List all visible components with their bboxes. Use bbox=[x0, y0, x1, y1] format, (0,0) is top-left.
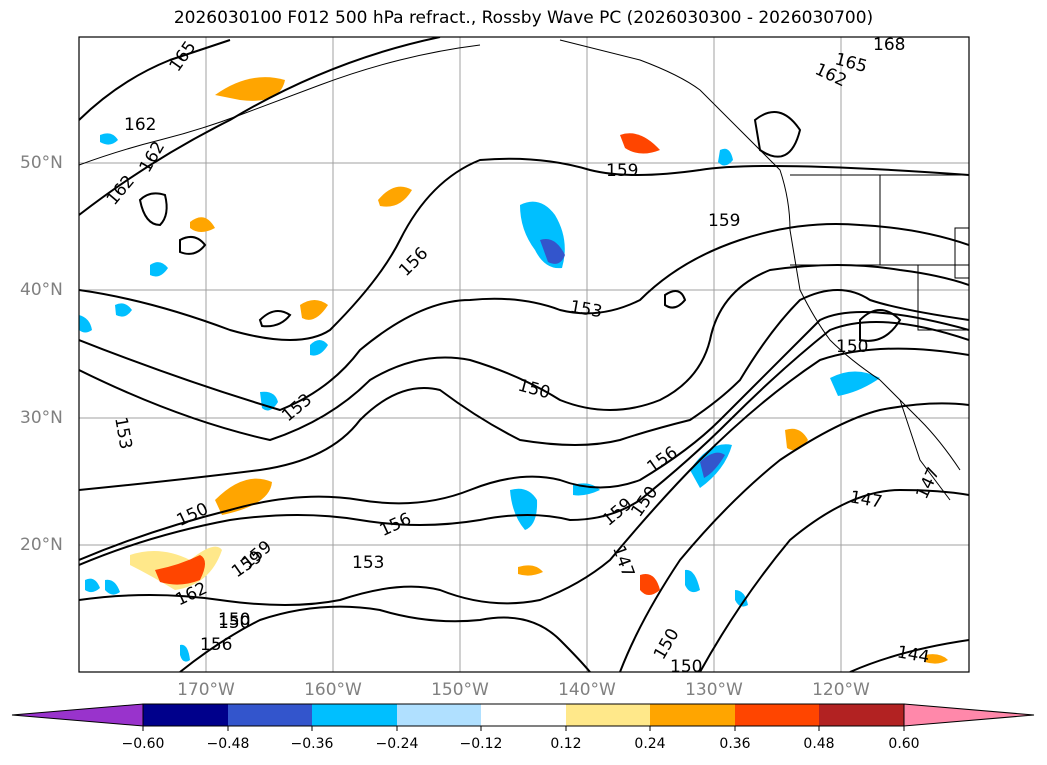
colorbar-tick-label: −0.48 bbox=[206, 736, 250, 752]
colorbar-ticks bbox=[142, 726, 905, 731]
contour-label: 153 bbox=[352, 553, 384, 573]
contour-label: 150 bbox=[627, 483, 662, 521]
colorbar-swatch bbox=[819, 704, 904, 726]
map-area bbox=[79, 37, 969, 672]
lat-label: 30°N bbox=[20, 408, 63, 428]
contour-label: 156 bbox=[200, 635, 232, 655]
contour-label: 156 bbox=[395, 244, 432, 281]
contour-label: 156 bbox=[643, 443, 681, 478]
colorbar-tick-label: 0.24 bbox=[634, 736, 666, 752]
contour-label: 153 bbox=[568, 297, 603, 322]
colorbar-extend-min bbox=[11, 703, 144, 727]
colorbar-swatch bbox=[735, 704, 819, 726]
colorbar-swatch bbox=[397, 704, 481, 726]
lon-label: 140°W bbox=[558, 680, 616, 700]
colorbar-tick-label: 0.12 bbox=[550, 736, 582, 752]
contour-label: 165 bbox=[166, 38, 201, 76]
colorbar-tick-label: −0.12 bbox=[459, 736, 503, 752]
contour-label: 159 bbox=[708, 211, 740, 231]
contour-label: 147 bbox=[848, 487, 883, 512]
lon-label: 120°W bbox=[812, 680, 870, 700]
colorbar-extend-max bbox=[903, 703, 1035, 727]
lon-label: 170°W bbox=[177, 680, 235, 700]
contour-label: 147 bbox=[608, 543, 638, 580]
anomaly-fills bbox=[79, 77, 948, 664]
contour-label: 153 bbox=[110, 415, 135, 450]
colorbar-swatch bbox=[481, 704, 566, 726]
lon-label: 150°W bbox=[431, 680, 489, 700]
colorbar-tick-label: −0.36 bbox=[290, 736, 334, 752]
colorbar-tick-label: 0.36 bbox=[719, 736, 751, 752]
map-title: 2026030100 F012 500 hPa refract., Rossby… bbox=[173, 8, 874, 28]
lat-label: 20°N bbox=[20, 535, 63, 555]
colorbar-swatch bbox=[228, 704, 312, 726]
contour-label: 162 bbox=[124, 115, 156, 135]
contour-label: 168 bbox=[873, 35, 905, 55]
colorbar-tick-label: 0.60 bbox=[888, 736, 920, 752]
contour-label: 147 bbox=[912, 464, 944, 502]
contour-label: 150 bbox=[836, 337, 868, 357]
contour-label: 150 bbox=[218, 613, 250, 633]
lat-label: 50°N bbox=[20, 153, 63, 173]
colorbar-tick-label: −0.60 bbox=[121, 736, 165, 752]
contour-label-group: 165 162 162 162 168 165 162 159 159 156 … bbox=[103, 35, 944, 677]
contour-label: 144 bbox=[896, 642, 931, 667]
contour-label: 156 bbox=[377, 509, 415, 541]
colorbar-swatch bbox=[312, 704, 397, 726]
contour-label: 159 bbox=[606, 161, 638, 181]
contour-label: 150 bbox=[218, 610, 250, 630]
lon-label: 160°W bbox=[304, 680, 362, 700]
colorbar-swatch bbox=[650, 704, 735, 726]
map-frame bbox=[78, 36, 970, 673]
colorbar bbox=[11, 703, 1035, 731]
colorbar-tick-label: 0.48 bbox=[803, 736, 835, 752]
colorbar-frame bbox=[142, 703, 905, 727]
contour-label: 162 bbox=[103, 172, 139, 210]
colorbar-swatch bbox=[143, 704, 228, 726]
colorbar-tick-label: −0.24 bbox=[375, 736, 419, 752]
colorbar-swatch bbox=[566, 704, 650, 726]
contour-label: 150 bbox=[516, 376, 553, 404]
coastlines bbox=[79, 39, 969, 501]
contour-label: 150 bbox=[670, 657, 702, 677]
lon-label: 130°W bbox=[685, 680, 743, 700]
lat-label: 40°N bbox=[20, 280, 63, 300]
